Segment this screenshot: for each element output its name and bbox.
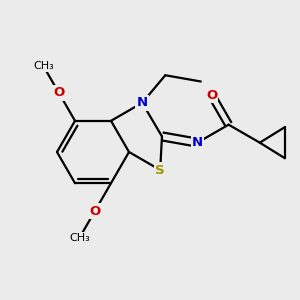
- Text: S: S: [155, 164, 165, 176]
- Text: O: O: [89, 205, 100, 218]
- Text: N: N: [136, 96, 148, 109]
- Text: O: O: [53, 86, 64, 99]
- Text: N: N: [192, 136, 203, 149]
- Text: CH₃: CH₃: [69, 233, 90, 243]
- Text: O: O: [206, 88, 217, 101]
- Text: CH₃: CH₃: [33, 61, 54, 71]
